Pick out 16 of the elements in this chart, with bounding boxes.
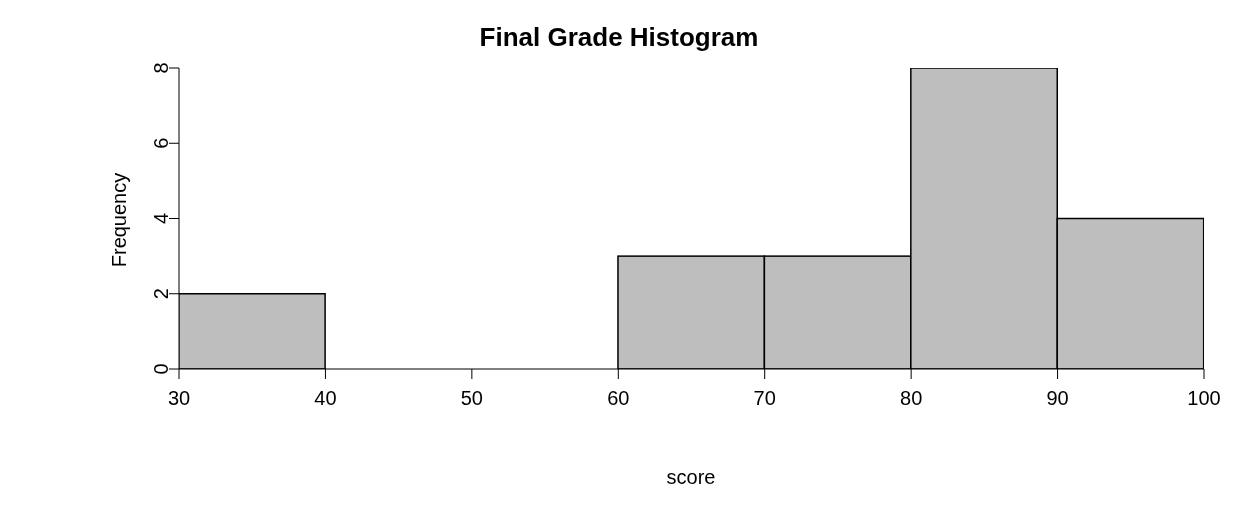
y-tick-label: 6 (150, 137, 173, 149)
x-tick-label: 70 (753, 387, 776, 410)
x-tick-label: 100 (1187, 387, 1221, 410)
y-tick-label: 4 (150, 212, 173, 225)
x-tick-label: 80 (900, 387, 923, 410)
x-tick-label: 90 (1046, 387, 1069, 410)
y-tick-label: 0 (150, 363, 173, 375)
y-axis-title: Frequency (108, 172, 130, 268)
y-tick-label: 8 (150, 62, 173, 74)
y-tick-label: 2 (150, 288, 173, 300)
x-tick-label: 30 (167, 387, 191, 410)
x-tick-label: 50 (460, 387, 483, 410)
x-axis-title: score (666, 466, 716, 488)
x-tick-label: 60 (607, 387, 630, 410)
x-tick-label: 40 (314, 387, 337, 410)
chart-title: Final Grade Histogram (479, 22, 759, 52)
